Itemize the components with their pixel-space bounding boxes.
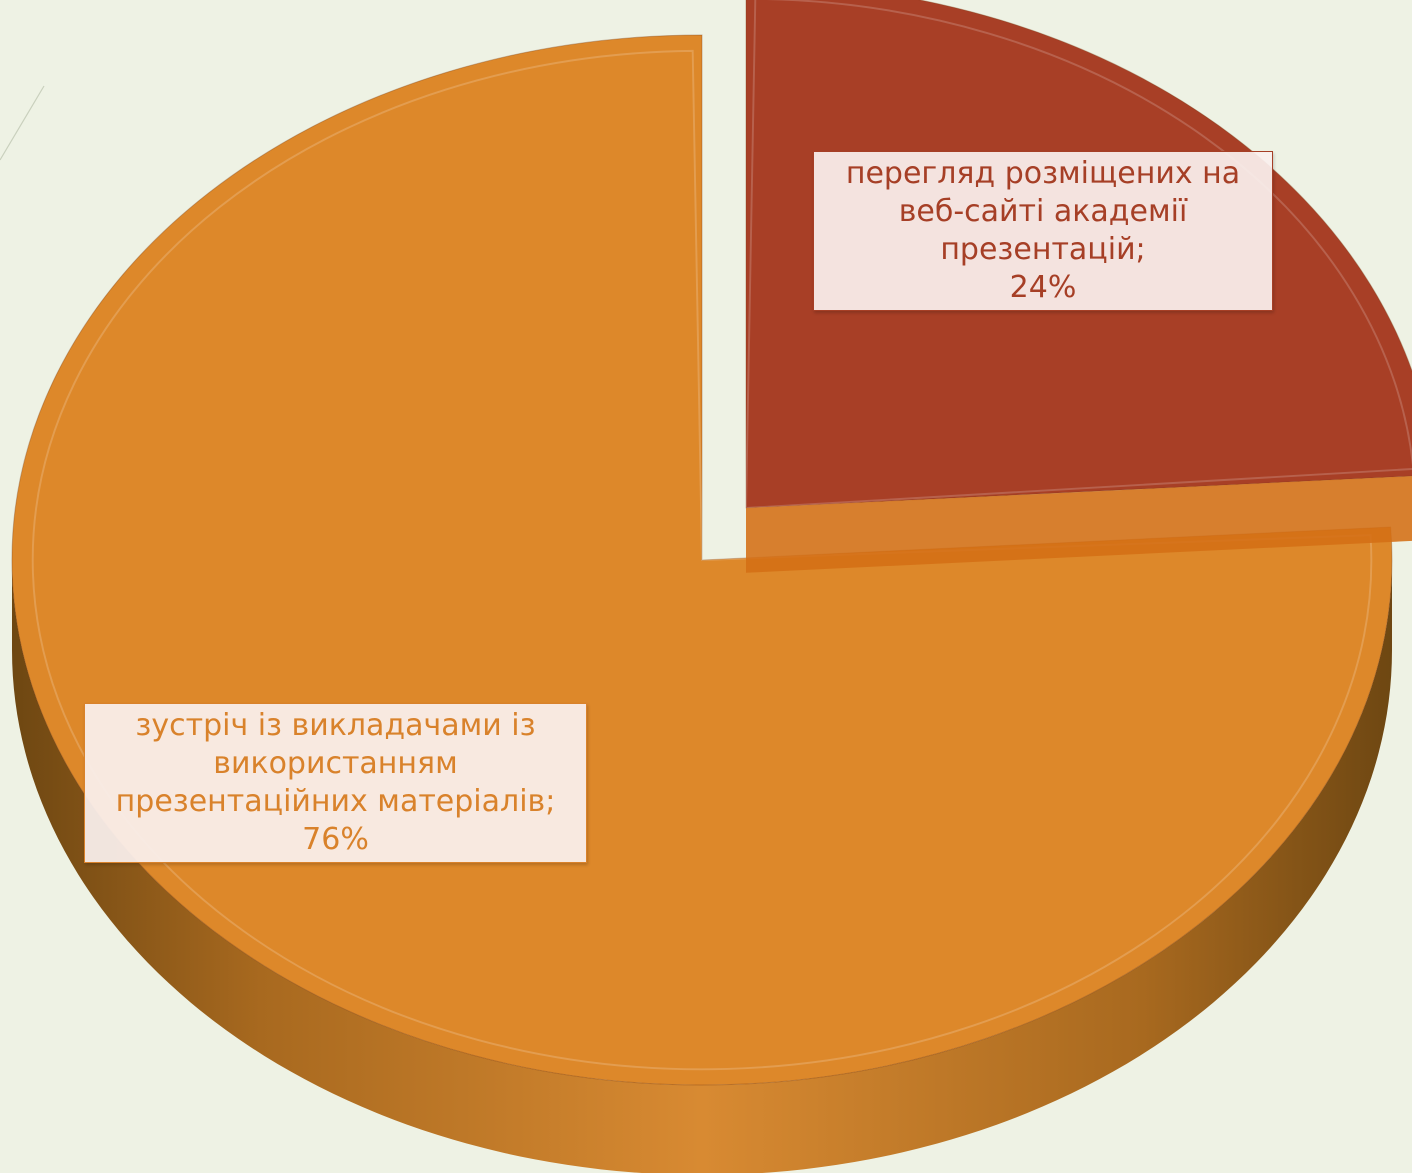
data-label-line: зустріч із викладачами із xyxy=(135,708,536,743)
decorative-line xyxy=(0,85,45,161)
data-label-slice-2: зустріч із викладачами із використанням … xyxy=(84,703,587,864)
data-label-slice-1: перегляд розміщених на веб-сайті академі… xyxy=(813,151,1273,312)
pie-slice-thickness-1 xyxy=(746,476,1412,573)
data-label-value: 24% xyxy=(1009,270,1077,306)
data-label-value: 76% xyxy=(302,822,369,858)
data-label-line: презентацій; xyxy=(940,232,1146,268)
pie-slice-bevel-1 xyxy=(745,0,1412,510)
data-label-line: перегляд розміщених на xyxy=(845,156,1241,191)
data-label-line: веб-сайті академії xyxy=(898,194,1188,230)
data-label-line: презентаційних матеріалів; xyxy=(115,784,556,820)
pie-slice-bevel-2 xyxy=(31,49,1373,1071)
data-label-line: використанням xyxy=(213,746,458,782)
pie-slice-side-2 xyxy=(12,560,1392,1173)
